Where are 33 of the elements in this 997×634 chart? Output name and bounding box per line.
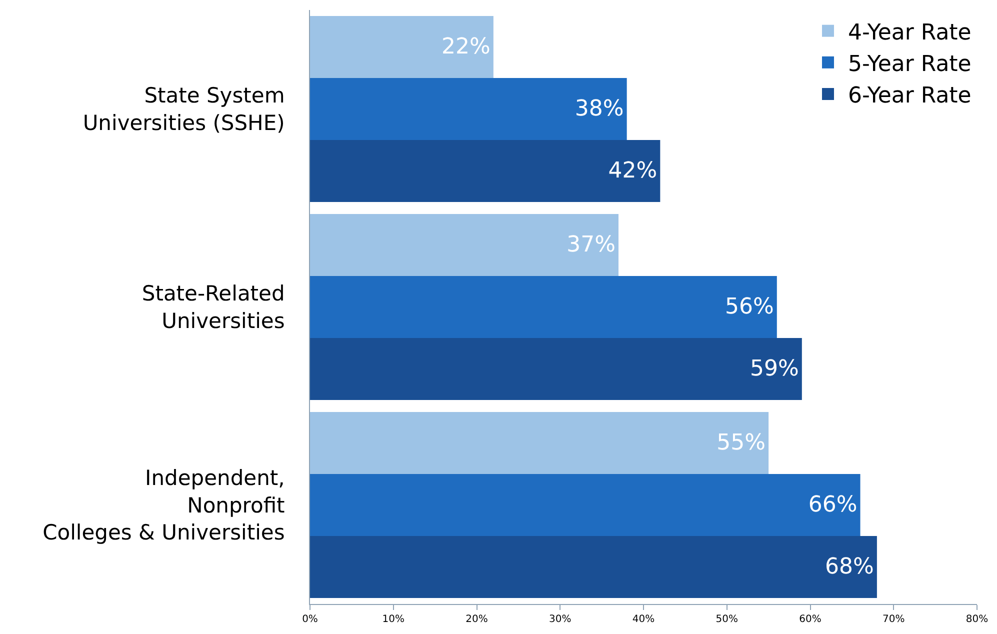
bar <box>310 214 618 276</box>
x-tick-label: 50% <box>716 614 738 625</box>
legend-label: 6-Year Rate <box>848 84 972 109</box>
legend-label: 4-Year Rate <box>848 20 972 46</box>
y-tick-label: State-Related Universities <box>142 282 285 333</box>
bar <box>310 474 860 536</box>
data-label: 37% <box>566 232 616 258</box>
x-tick-label: 70% <box>882 614 905 625</box>
bar <box>310 536 877 598</box>
y-tick-label: Independent, Nonprofit Colleges & Universities <box>42 466 285 545</box>
x-tick-label: 10% <box>382 614 404 625</box>
data-label: 68% <box>825 554 874 580</box>
x-tick-label: 0% <box>302 614 318 625</box>
data-label: 22% <box>442 34 490 60</box>
data-label: 38% <box>574 96 624 122</box>
x-tick-label: 80% <box>966 614 988 625</box>
data-label: 66% <box>808 492 858 518</box>
bar <box>310 78 627 140</box>
bar <box>310 140 660 202</box>
bar <box>310 276 777 338</box>
data-label: 56% <box>724 294 774 320</box>
data-label: 59% <box>750 356 799 382</box>
bar <box>310 16 494 78</box>
bar <box>310 412 769 474</box>
data-label: 42% <box>608 158 658 184</box>
x-tick-label: 30% <box>549 614 572 625</box>
x-tick-label: 60% <box>799 614 822 625</box>
y-tick-label: State System Universities (SSHE) <box>82 84 285 135</box>
x-tick-label: 20% <box>466 614 488 625</box>
legend-label: 5-Year Rate <box>848 52 972 77</box>
bar <box>310 338 802 400</box>
data-label: 55% <box>716 430 766 456</box>
x-tick-label: 40% <box>632 614 655 625</box>
